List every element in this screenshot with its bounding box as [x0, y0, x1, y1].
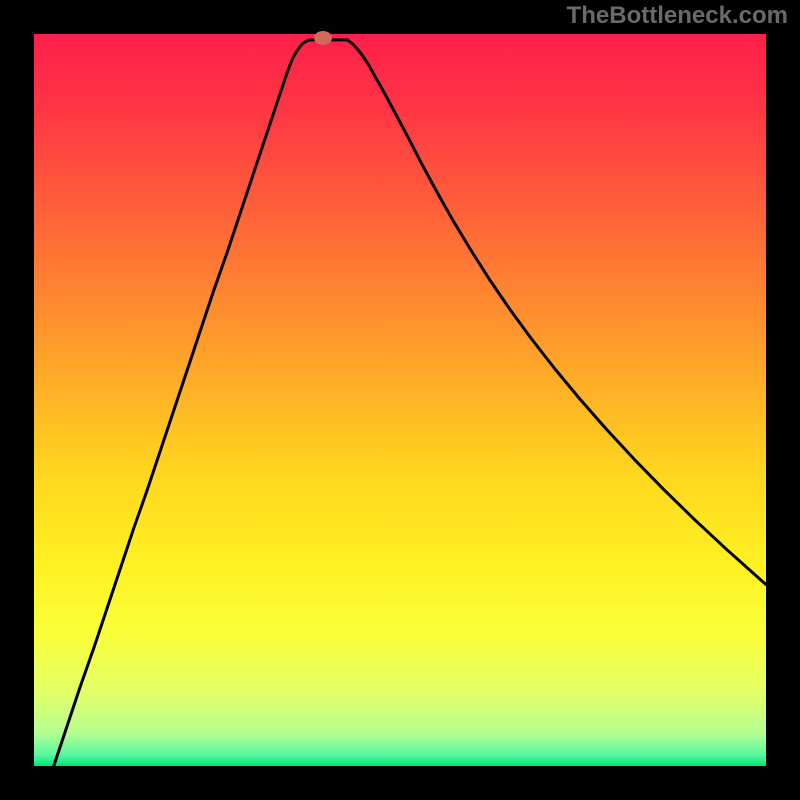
chart-container: TheBottleneck.com	[0, 0, 800, 800]
plot-area	[34, 34, 766, 766]
watermark-text: TheBottleneck.com	[567, 2, 788, 30]
optimum-marker	[314, 31, 332, 45]
